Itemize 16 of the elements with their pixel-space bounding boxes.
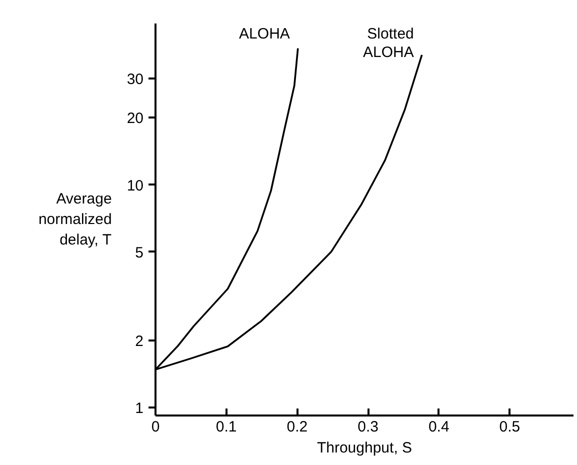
y-tick-label: 10 <box>126 177 144 194</box>
x-tick-label: 0.2 <box>286 418 308 436</box>
y-tick-label: 1 <box>135 400 144 417</box>
y-tick-label: 5 <box>135 244 144 262</box>
series-label: ALOHA <box>239 26 290 42</box>
y-tick-label: 20 <box>126 110 144 128</box>
x-tick-label: 0.3 <box>358 418 378 436</box>
x-axis-title: Throughput, S <box>316 440 412 456</box>
y-axis-title: Average normalized delay, T <box>38 190 112 248</box>
x-tick-label: 0.1 <box>216 418 237 436</box>
y-tick-label: 2 <box>135 332 144 350</box>
x-tick-label: 0.5 <box>499 418 520 436</box>
y-tick-label: 30 <box>126 71 144 88</box>
x-tick-label: 0.4 <box>428 418 450 436</box>
x-tick-label: 0 <box>151 418 160 436</box>
series-label: Slotted ALOHA <box>363 26 414 62</box>
